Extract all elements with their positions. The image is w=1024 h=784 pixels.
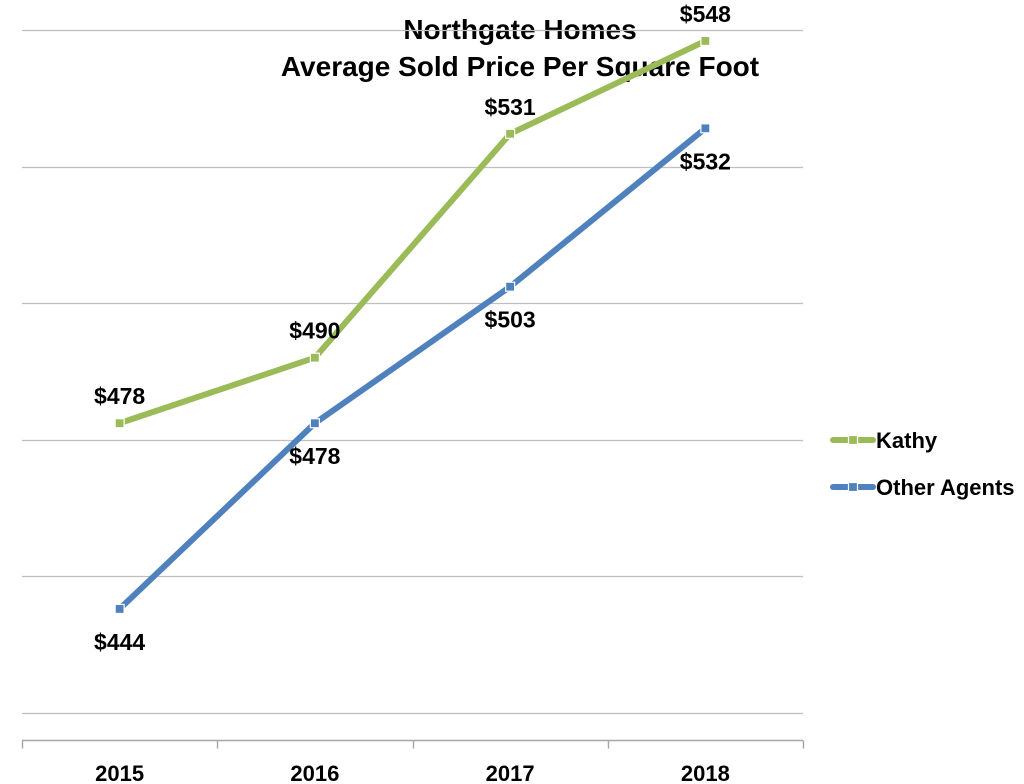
x-tick-label: 2016 [290,761,339,784]
legend: Kathy Other Agents [830,428,1015,500]
legend-marker [847,481,859,493]
data-point-marker [309,352,320,363]
data-labels: $478 $490 $531 $548 $444 $478 $503 $532 [94,1,731,655]
series-lines [114,35,711,615]
x-tick-label: 2018 [681,761,730,784]
data-point-marker [505,128,516,139]
data-label: $503 [485,307,536,333]
x-tick-label: 2017 [486,761,535,784]
data-label: $478 [94,383,145,409]
legend-marker [847,434,859,446]
data-label: $548 [680,1,731,27]
data-point-marker [700,35,711,47]
data-point-marker [309,418,320,429]
gridlines [22,29,803,715]
data-label: $531 [485,94,536,120]
data-point-marker [114,603,125,615]
data-label: $478 [289,443,340,469]
chart-title-line-1: Northgate Homes [403,14,637,45]
legend-label: Other Agents [876,475,1015,500]
data-point-marker [700,123,711,134]
data-point-marker [114,418,125,429]
series-line [116,37,709,427]
x-tick-label: 2015 [95,761,144,784]
data-label: $444 [94,629,145,655]
data-point-marker [505,281,516,292]
legend-label: Kathy [876,428,938,453]
x-axis: 2015 2016 2017 2018 [21,739,805,784]
series-line [116,125,709,612]
data-label: $490 [289,318,340,344]
data-label: $532 [680,148,731,174]
